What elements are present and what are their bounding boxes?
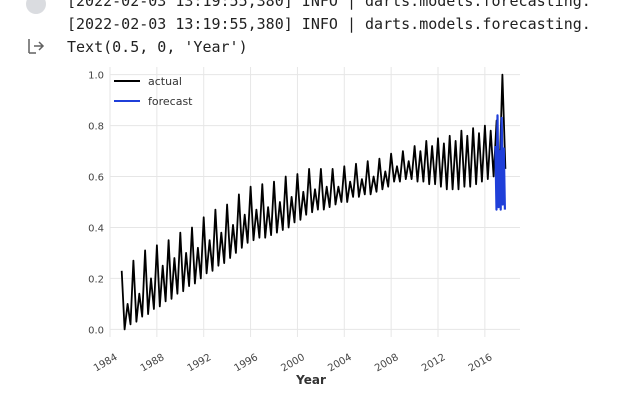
y-tick-label: 0.6: [88, 173, 104, 184]
chart-grid: [109, 67, 520, 337]
log-line: [2022-02-03 13:19:55,380] INFO | darts.m…: [67, 15, 591, 33]
x-tick-label: 2012: [420, 352, 448, 374]
x-tick-label: 1996: [233, 352, 261, 374]
series-line-forecast: [494, 114, 506, 211]
x-tick-label: 1984: [92, 352, 120, 374]
x-tick-label: 2016: [467, 352, 495, 374]
x-tick-label: 2008: [373, 352, 401, 374]
x-axis-label: Year: [295, 373, 326, 387]
cell-result-text: Text(0.5, 0, 'Year'): [67, 38, 248, 56]
series-layer: [120, 73, 507, 331]
y-tick-label: 0.8: [88, 122, 104, 133]
legend-label-actual: actual: [148, 75, 182, 88]
x-tick-label: 2000: [279, 352, 307, 374]
y-tick-label: 1.0: [88, 71, 104, 82]
log-line: [2022-02-03 13:19:55,380] INFO | darts.m…: [67, 0, 591, 10]
x-tick-label: 1992: [186, 352, 214, 374]
run-cell-icon[interactable]: [26, 0, 46, 14]
y-tick-label: 0.2: [88, 274, 104, 285]
x-tick-label: 1988: [139, 352, 167, 374]
series-line-actual: [120, 73, 507, 331]
x-tick-label: 2004: [326, 352, 354, 374]
line-chart: 0.0 0.2 0.4 0.6 0.8 1.0 1984 1988 1992 1996 2000 2…: [88, 67, 520, 387]
y-tick-label: 0.4: [88, 223, 104, 234]
output-redirect-icon[interactable]: [26, 37, 46, 55]
chart-legend: actual forecast: [114, 75, 193, 108]
x-axis-ticks: 1984 1988 1992 1996 2000 2004 2008 2012 2016: [92, 352, 494, 374]
y-tick-label: 0.0: [88, 325, 104, 336]
y-axis-ticks: 0.0 0.2 0.4 0.6 0.8 1.0: [88, 71, 104, 337]
legend-label-forecast: forecast: [148, 95, 193, 108]
